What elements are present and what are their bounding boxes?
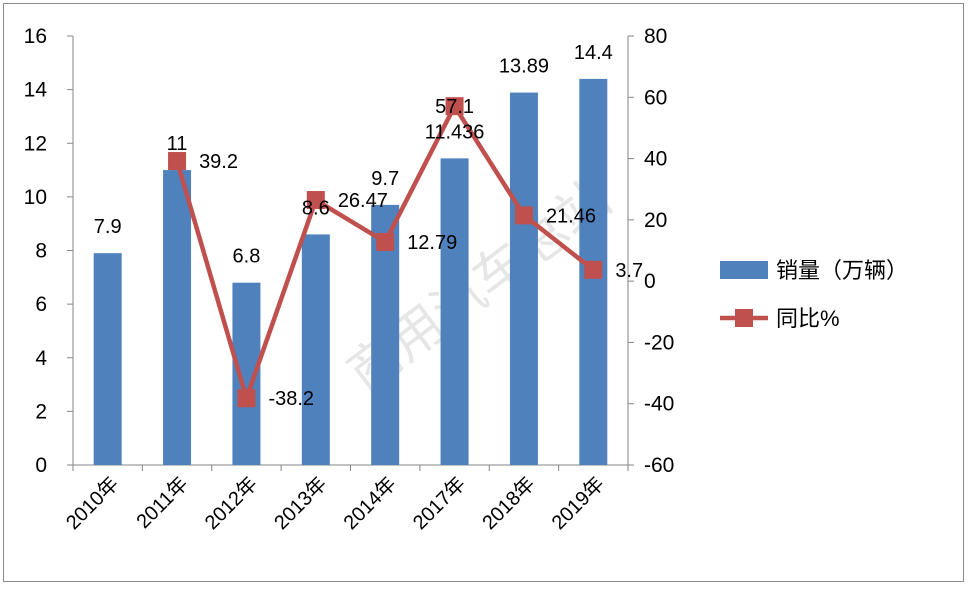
legend-label-yoy: 同比% xyxy=(776,306,840,331)
line-data-label: 21.46 xyxy=(546,205,596,227)
left-tick-label: 16 xyxy=(24,25,47,48)
x-category-label: 2014年 xyxy=(339,472,401,534)
line-yoy-marker xyxy=(168,152,187,171)
x-category-label: 2013年 xyxy=(269,472,331,534)
bar-data-label: 6.8 xyxy=(233,246,261,268)
bar-sales xyxy=(93,253,122,465)
left-tick-label: 2 xyxy=(35,400,47,423)
bar-sales xyxy=(440,158,469,465)
line-data-label: -38.2 xyxy=(268,388,314,410)
bar-sales xyxy=(509,92,538,465)
bar-sales xyxy=(163,170,192,465)
line-yoy-marker xyxy=(445,97,464,116)
x-category-label: 2012年 xyxy=(200,472,262,534)
line-yoy-marker xyxy=(237,389,256,408)
bar-data-label: 11.436 xyxy=(425,121,485,143)
chart-frame xyxy=(3,3,964,582)
bar-sales xyxy=(301,234,330,465)
legend-marker-yoy xyxy=(735,309,753,327)
x-category-label: 2010年 xyxy=(61,472,123,534)
x-category-label: 2019年 xyxy=(547,472,609,534)
line-data-label: 57.1 xyxy=(435,96,474,118)
right-tick-label: -60 xyxy=(644,454,674,477)
right-tick-label: -20 xyxy=(644,331,674,354)
x-category-label: 2011年 xyxy=(132,472,193,533)
line-data-label: 12.79 xyxy=(407,232,457,254)
x-category-label: 2017年 xyxy=(408,472,470,534)
legend-swatch-sales xyxy=(720,261,768,279)
left-tick-label: 14 xyxy=(24,79,48,102)
legend-label-sales: 销量（万辆） xyxy=(776,258,908,283)
left-tick-label: 12 xyxy=(24,132,47,155)
left-tick-label: 4 xyxy=(35,347,47,370)
bar-data-label: 7.9 xyxy=(94,216,122,238)
x-category-label: 2018年 xyxy=(478,472,540,534)
line-yoy-marker xyxy=(306,191,325,210)
right-tick-label: 0 xyxy=(644,270,656,293)
line-data-label: 3.7 xyxy=(615,260,643,282)
left-tick-label: 10 xyxy=(24,186,47,209)
right-tick-label: 60 xyxy=(644,86,667,109)
line-yoy-marker xyxy=(514,206,533,225)
right-tick-label: -40 xyxy=(644,393,674,416)
bar-data-label: 9.7 xyxy=(371,168,399,190)
right-tick-label: 20 xyxy=(644,209,667,232)
right-tick-label: 40 xyxy=(644,148,667,171)
bar-data-label: 8.6 xyxy=(302,197,330,219)
left-tick-label: 0 xyxy=(35,454,47,477)
right-tick-label: 80 xyxy=(644,25,667,48)
left-tick-label: 8 xyxy=(35,240,47,263)
line-yoy-marker xyxy=(584,260,603,279)
left-tick-label: 6 xyxy=(35,293,47,316)
line-data-label: 39.2 xyxy=(199,151,238,173)
line-data-label: 26.47 xyxy=(338,190,388,212)
bar-data-label: 11 xyxy=(167,133,188,155)
bar-data-label: 13.89 xyxy=(499,56,549,78)
line-yoy-marker xyxy=(376,232,395,251)
bar-data-label: 14.4 xyxy=(574,42,613,64)
